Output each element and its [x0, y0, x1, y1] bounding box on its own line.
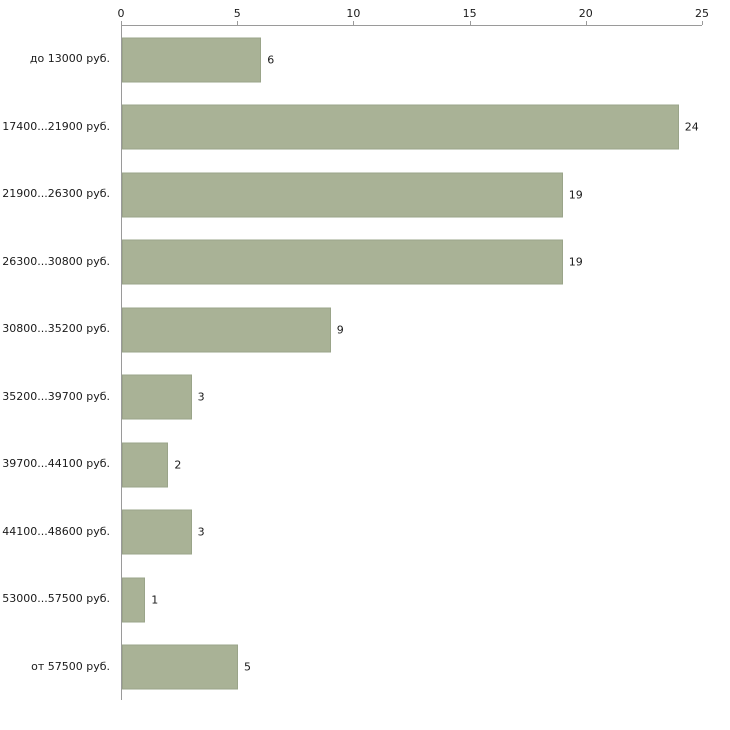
- bar: [122, 644, 238, 690]
- bar: [122, 307, 331, 353]
- bar-row: 19: [122, 161, 702, 229]
- bar: [122, 509, 192, 555]
- bar-value-label: 19: [568, 255, 583, 269]
- category-label: 21900...26300 руб.: [2, 187, 110, 201]
- category-label: 39700...44100 руб.: [2, 457, 110, 471]
- bar-value-label: 3: [197, 390, 205, 404]
- x-tick-mark: [585, 21, 587, 25]
- x-tick-mark: [469, 21, 471, 25]
- category-label: 44100...48600 руб.: [2, 524, 110, 538]
- bar-row: 24: [122, 94, 702, 162]
- bar-value-label: 2: [174, 458, 182, 472]
- plot-area: 6 24 19 19 9 3 2 3 1 5: [121, 25, 702, 700]
- x-tick-label: 15: [462, 7, 477, 20]
- bar: [122, 577, 146, 623]
- bar-row: 3: [122, 364, 702, 432]
- bar-row: 2: [122, 431, 702, 499]
- x-tick-mark: [353, 21, 355, 25]
- bar-value-label: 19: [568, 188, 583, 202]
- x-tick-mark: [702, 21, 703, 25]
- category-label: 17400...21900 руб.: [2, 119, 110, 133]
- category-labels-column: до 13000 руб. 17400...21900 руб. 21900...2…: [0, 25, 116, 700]
- bar: [122, 442, 169, 488]
- x-tick-label: 20: [578, 7, 593, 20]
- bar-row: 3: [122, 499, 702, 567]
- bar: [122, 37, 262, 83]
- bar-row: 5: [122, 634, 702, 702]
- category-label: от 57500 руб.: [31, 659, 110, 673]
- bar-value-label: 3: [197, 525, 205, 539]
- bar-value-label: 5: [244, 660, 251, 674]
- x-tick-label: 25: [695, 7, 709, 20]
- category-label: 26300...30800 руб.: [2, 254, 110, 268]
- bar-value-label: 1: [151, 593, 159, 607]
- x-tick-label: 5: [233, 7, 241, 20]
- bar: [122, 374, 192, 420]
- bar: [122, 239, 563, 285]
- bar: [122, 172, 563, 218]
- bar-value-label: 9: [336, 323, 344, 337]
- x-tick-label: 10: [346, 7, 361, 20]
- bar-row: 1: [122, 566, 702, 634]
- bar-row: 9: [122, 296, 702, 364]
- category-label: 30800...35200 руб.: [2, 322, 110, 336]
- x-tick-mark: [121, 21, 122, 25]
- category-label: до 13000 руб.: [29, 52, 110, 66]
- bar-value-label: 6: [267, 53, 275, 67]
- x-tick-mark: [237, 21, 239, 25]
- x-tick-label: 0: [117, 7, 125, 20]
- bar: [122, 104, 679, 150]
- category-label: 53000...57500 руб.: [2, 592, 110, 606]
- bar-row: 19: [122, 229, 702, 297]
- category-label: 35200...39700 руб.: [2, 389, 110, 403]
- bar-row: 6: [122, 26, 702, 94]
- bar-value-label: 24: [684, 120, 699, 134]
